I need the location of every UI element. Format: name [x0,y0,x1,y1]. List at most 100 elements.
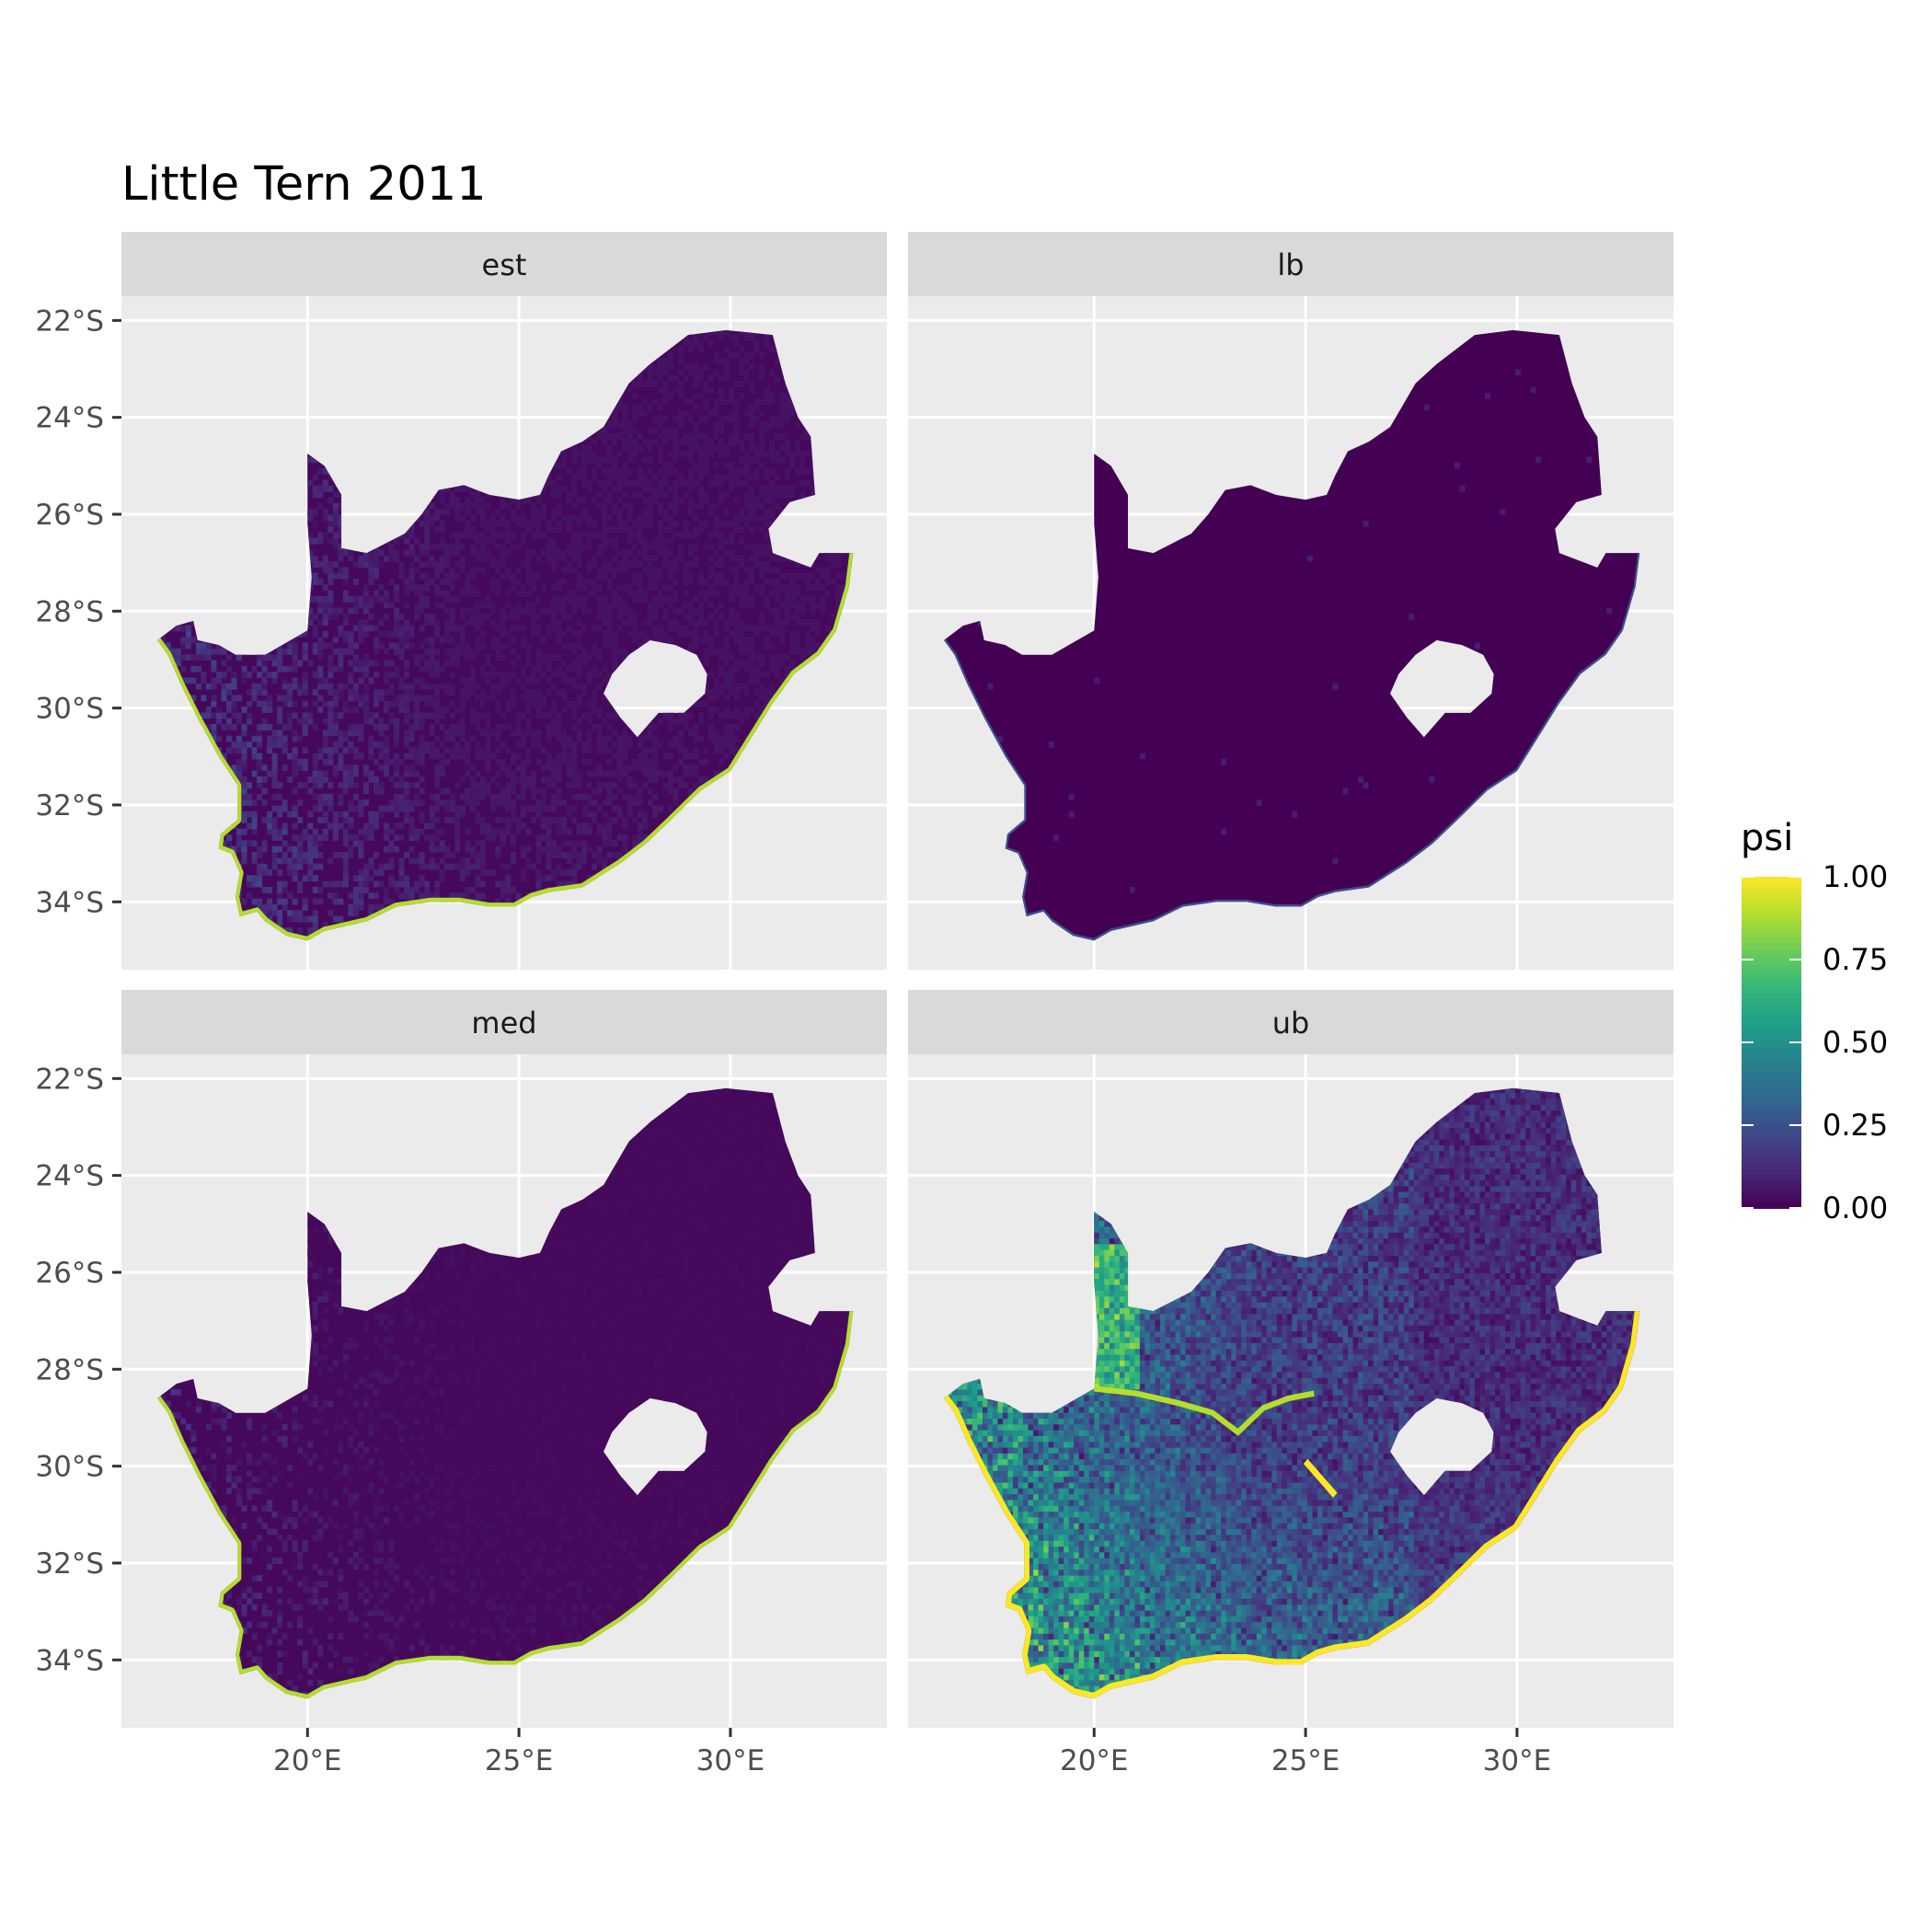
colorbar-segment [1742,1136,1801,1143]
colorbar-segment [1742,1153,1801,1159]
facet-strip-label: lb [1277,247,1304,282]
facet-panel-ub: ub 20°E 25°E 30°E [908,990,1673,1777]
colorbar-segment [1742,910,1801,916]
colorbar-segment [1742,1197,1801,1203]
coastline-highlight [157,552,854,941]
colorbar-segment [1742,937,1801,944]
facet-strip-label: ub [1272,1006,1310,1041]
y-tick-label: 30°S [35,1451,104,1484]
colorbar-segment [1742,904,1801,911]
legend-label: 1.00 [1823,859,1888,894]
facet-strip [121,990,887,1054]
colorbar-segment [1742,1125,1801,1132]
colorbar-segment [1742,1004,1801,1010]
y-tick-label: 32°S [35,789,104,822]
river-streak [1093,1386,1315,1436]
y-tick-label: 26°S [35,499,104,532]
x-tick-label: 20°E [1060,1744,1129,1777]
y-tick-label: 32°S [35,1547,104,1581]
colorbar-segment [1742,1191,1801,1198]
colorbar-segment [1742,877,1801,883]
facet-panel-lb: lb [908,232,1673,970]
facet-panel-med: med 22°S 24°S 26°S 28°S 30°S 32°S 34°S 20°E 25°E 3… [35,990,887,1777]
y-tick-label: 26°S [35,1257,104,1290]
legend-title: psi [1741,817,1793,859]
colorbar-segment [1742,1053,1801,1060]
colorbar-segment [1742,932,1801,938]
facet-strip [908,990,1673,1054]
y-tick-label: 34°S [35,886,104,919]
colorbar-segment [1742,954,1801,960]
y-tick-label: 34°S [35,1644,104,1677]
colorbar-segment [1742,888,1801,894]
colorbar-segment [1742,1087,1801,1093]
facet-strip [908,232,1673,296]
colorbar-segment [1742,943,1801,949]
colorbar-segment [1742,1180,1801,1187]
x-tick-label: 20°E [273,1744,342,1777]
colorbar-segment [1742,1015,1801,1021]
colorbar-segment [1742,998,1801,1005]
colorbar-segment [1742,976,1801,983]
colorbar-segment [1742,1075,1801,1082]
colorbar-segment [1742,993,1801,999]
colorbar-segment [1742,1042,1801,1049]
colorbar-segment [1742,1064,1801,1071]
legend-label: 0.00 [1823,1190,1888,1225]
colorbar-segment [1742,1147,1801,1154]
colorbar-segment [1742,1186,1801,1192]
y-tick-label: 22°S [35,305,104,338]
facet-strip-label: est [482,247,527,282]
colorbar-segment [1742,899,1801,905]
colorbar-segment [1742,1026,1801,1032]
colorbar-segment [1742,1059,1801,1065]
colorbar-segment [1742,1120,1801,1126]
colorbar-segment [1742,1020,1801,1027]
colorbar-segment [1742,1202,1801,1209]
colorbar-segment [1742,915,1801,922]
colorbar-segment [1742,965,1801,972]
y-tick-label: 24°S [35,402,104,435]
colorbar-segment [1742,893,1801,900]
legend: psi 1.00 0.75 0.50 0.25 0.00 [1741,817,1888,1225]
legend-label: 0.75 [1823,942,1888,977]
river-streak [1303,1458,1338,1498]
facet-strip [121,232,887,296]
colorbar-segment [1742,1103,1801,1110]
colorbar-segment [1742,1142,1801,1148]
y-tick-label: 24°S [35,1160,104,1193]
colorbar-segment [1742,1048,1801,1054]
colorbar-segment [1742,1081,1801,1087]
colorbar-segment [1742,1164,1801,1170]
x-tick-label: 30°E [696,1744,765,1777]
colorbar-segment [1742,1175,1801,1181]
legend-label: 0.50 [1823,1025,1888,1060]
colorbar-segment [1742,921,1801,927]
x-tick-label: 25°E [485,1744,554,1777]
y-tick-label: 22°S [35,1063,104,1096]
colorbar-segment [1742,882,1801,889]
legend-label: 0.25 [1823,1108,1888,1143]
colorbar-segment [1742,982,1801,988]
colorbar-segment [1742,1158,1801,1165]
colorbar-segment [1742,1114,1801,1121]
colorbar-segment [1742,1031,1801,1038]
facet-panel-est: est 22°S 24°S 26°S 28°S 30°S 32°S 34°S [35,232,887,970]
colorbar-segment [1742,1131,1801,1137]
facet-strip-label: med [471,1006,536,1041]
colorbar-segment [1742,987,1801,994]
y-tick-label: 30°S [35,693,104,726]
colorbar-segment [1742,1098,1801,1104]
colorbar-segment [1742,1037,1801,1043]
colorbar-segment [1742,960,1801,966]
colorbar-segment [1742,971,1801,977]
colorbar-segment [1742,949,1801,955]
colorbar-segment [1742,926,1801,933]
x-tick-label: 25°E [1271,1744,1340,1777]
colorbar-segment [1742,1070,1801,1076]
colorbar-segment [1742,1169,1801,1176]
y-tick-label: 28°S [35,1353,104,1386]
colorbar-segment [1742,1009,1801,1016]
colorbar-segment [1742,1092,1801,1098]
